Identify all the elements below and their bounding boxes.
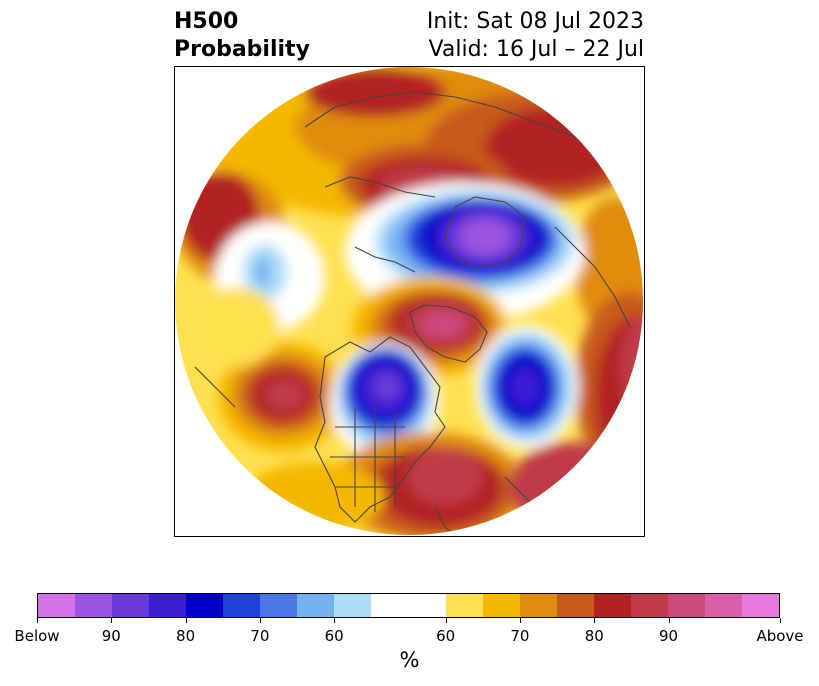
probability-map — [175, 67, 643, 535]
colorbar-tick-mark — [780, 618, 781, 623]
colorbar-below-segment — [334, 594, 372, 617]
colorbar-tick-mark — [668, 618, 670, 623]
colorbar-above-segment — [482, 594, 520, 617]
map-subtitle: Probability — [174, 37, 310, 62]
colorbar-tick-mark — [334, 618, 336, 623]
colorbar-tick-mark — [259, 618, 261, 623]
colorbar-above-segment — [556, 594, 594, 617]
init-date-label: Init: Sat 08 Jul 2023 — [426, 9, 644, 34]
title-block-left: H500 Probability — [174, 8, 310, 64]
colorbar-tick-label: 60 — [436, 627, 456, 645]
colorbar-tick-label: 80 — [584, 627, 604, 645]
colorbar-tick-mark — [185, 618, 187, 623]
colorbar-above-segment — [741, 594, 779, 617]
colorbar — [37, 593, 780, 618]
colorbar-below-segment — [149, 594, 187, 617]
colorbar-below-segment — [112, 594, 150, 617]
colorbar-below-segment — [260, 594, 298, 617]
colorbar-tick-label: 80 — [176, 627, 196, 645]
colorbar-below-segment — [186, 594, 224, 617]
colorbar-above-segment — [445, 594, 483, 617]
map-title: H500 — [174, 9, 239, 34]
map-frame — [174, 66, 645, 537]
colorbar-tick-label: 70 — [510, 627, 530, 645]
colorbar-above-segment — [593, 594, 631, 617]
colorbar-unit-label: % — [399, 648, 420, 672]
colorbar-tick-mark — [37, 618, 38, 623]
colorbar-tick-label: 90 — [101, 627, 121, 645]
colorbar-tick-mark — [111, 618, 113, 623]
colorbar-above-segment — [667, 594, 705, 617]
colorbar-below-segment — [75, 594, 113, 617]
colorbar-tick-mark — [594, 618, 596, 623]
colorbar-tick-label: 90 — [659, 627, 679, 645]
colorbar-tick-label: 70 — [250, 627, 270, 645]
colorbar-below-segment — [38, 594, 76, 617]
colorbar-tick-mark — [519, 618, 521, 623]
colorbar-tick-label: Below — [14, 627, 60, 645]
colorbar-above-segment — [630, 594, 668, 617]
colorbar-below-segment — [297, 594, 335, 617]
colorbar-neutral-segment — [371, 594, 446, 617]
colorbar-below-segment — [223, 594, 261, 617]
colorbar-tick-label: 60 — [324, 627, 344, 645]
colorbar-tick-label: Above — [756, 627, 804, 645]
colorbar-tick-mark — [445, 618, 447, 623]
colorbar-above-segment — [704, 594, 742, 617]
title-block-right: Init: Sat 08 Jul 2023 Valid: 16 Jul – 22… — [427, 8, 644, 64]
valid-range-label: Valid: 16 Jul – 22 Jul — [428, 37, 644, 62]
colorbar-above-segment — [519, 594, 557, 617]
anomaly-field — [175, 67, 643, 535]
